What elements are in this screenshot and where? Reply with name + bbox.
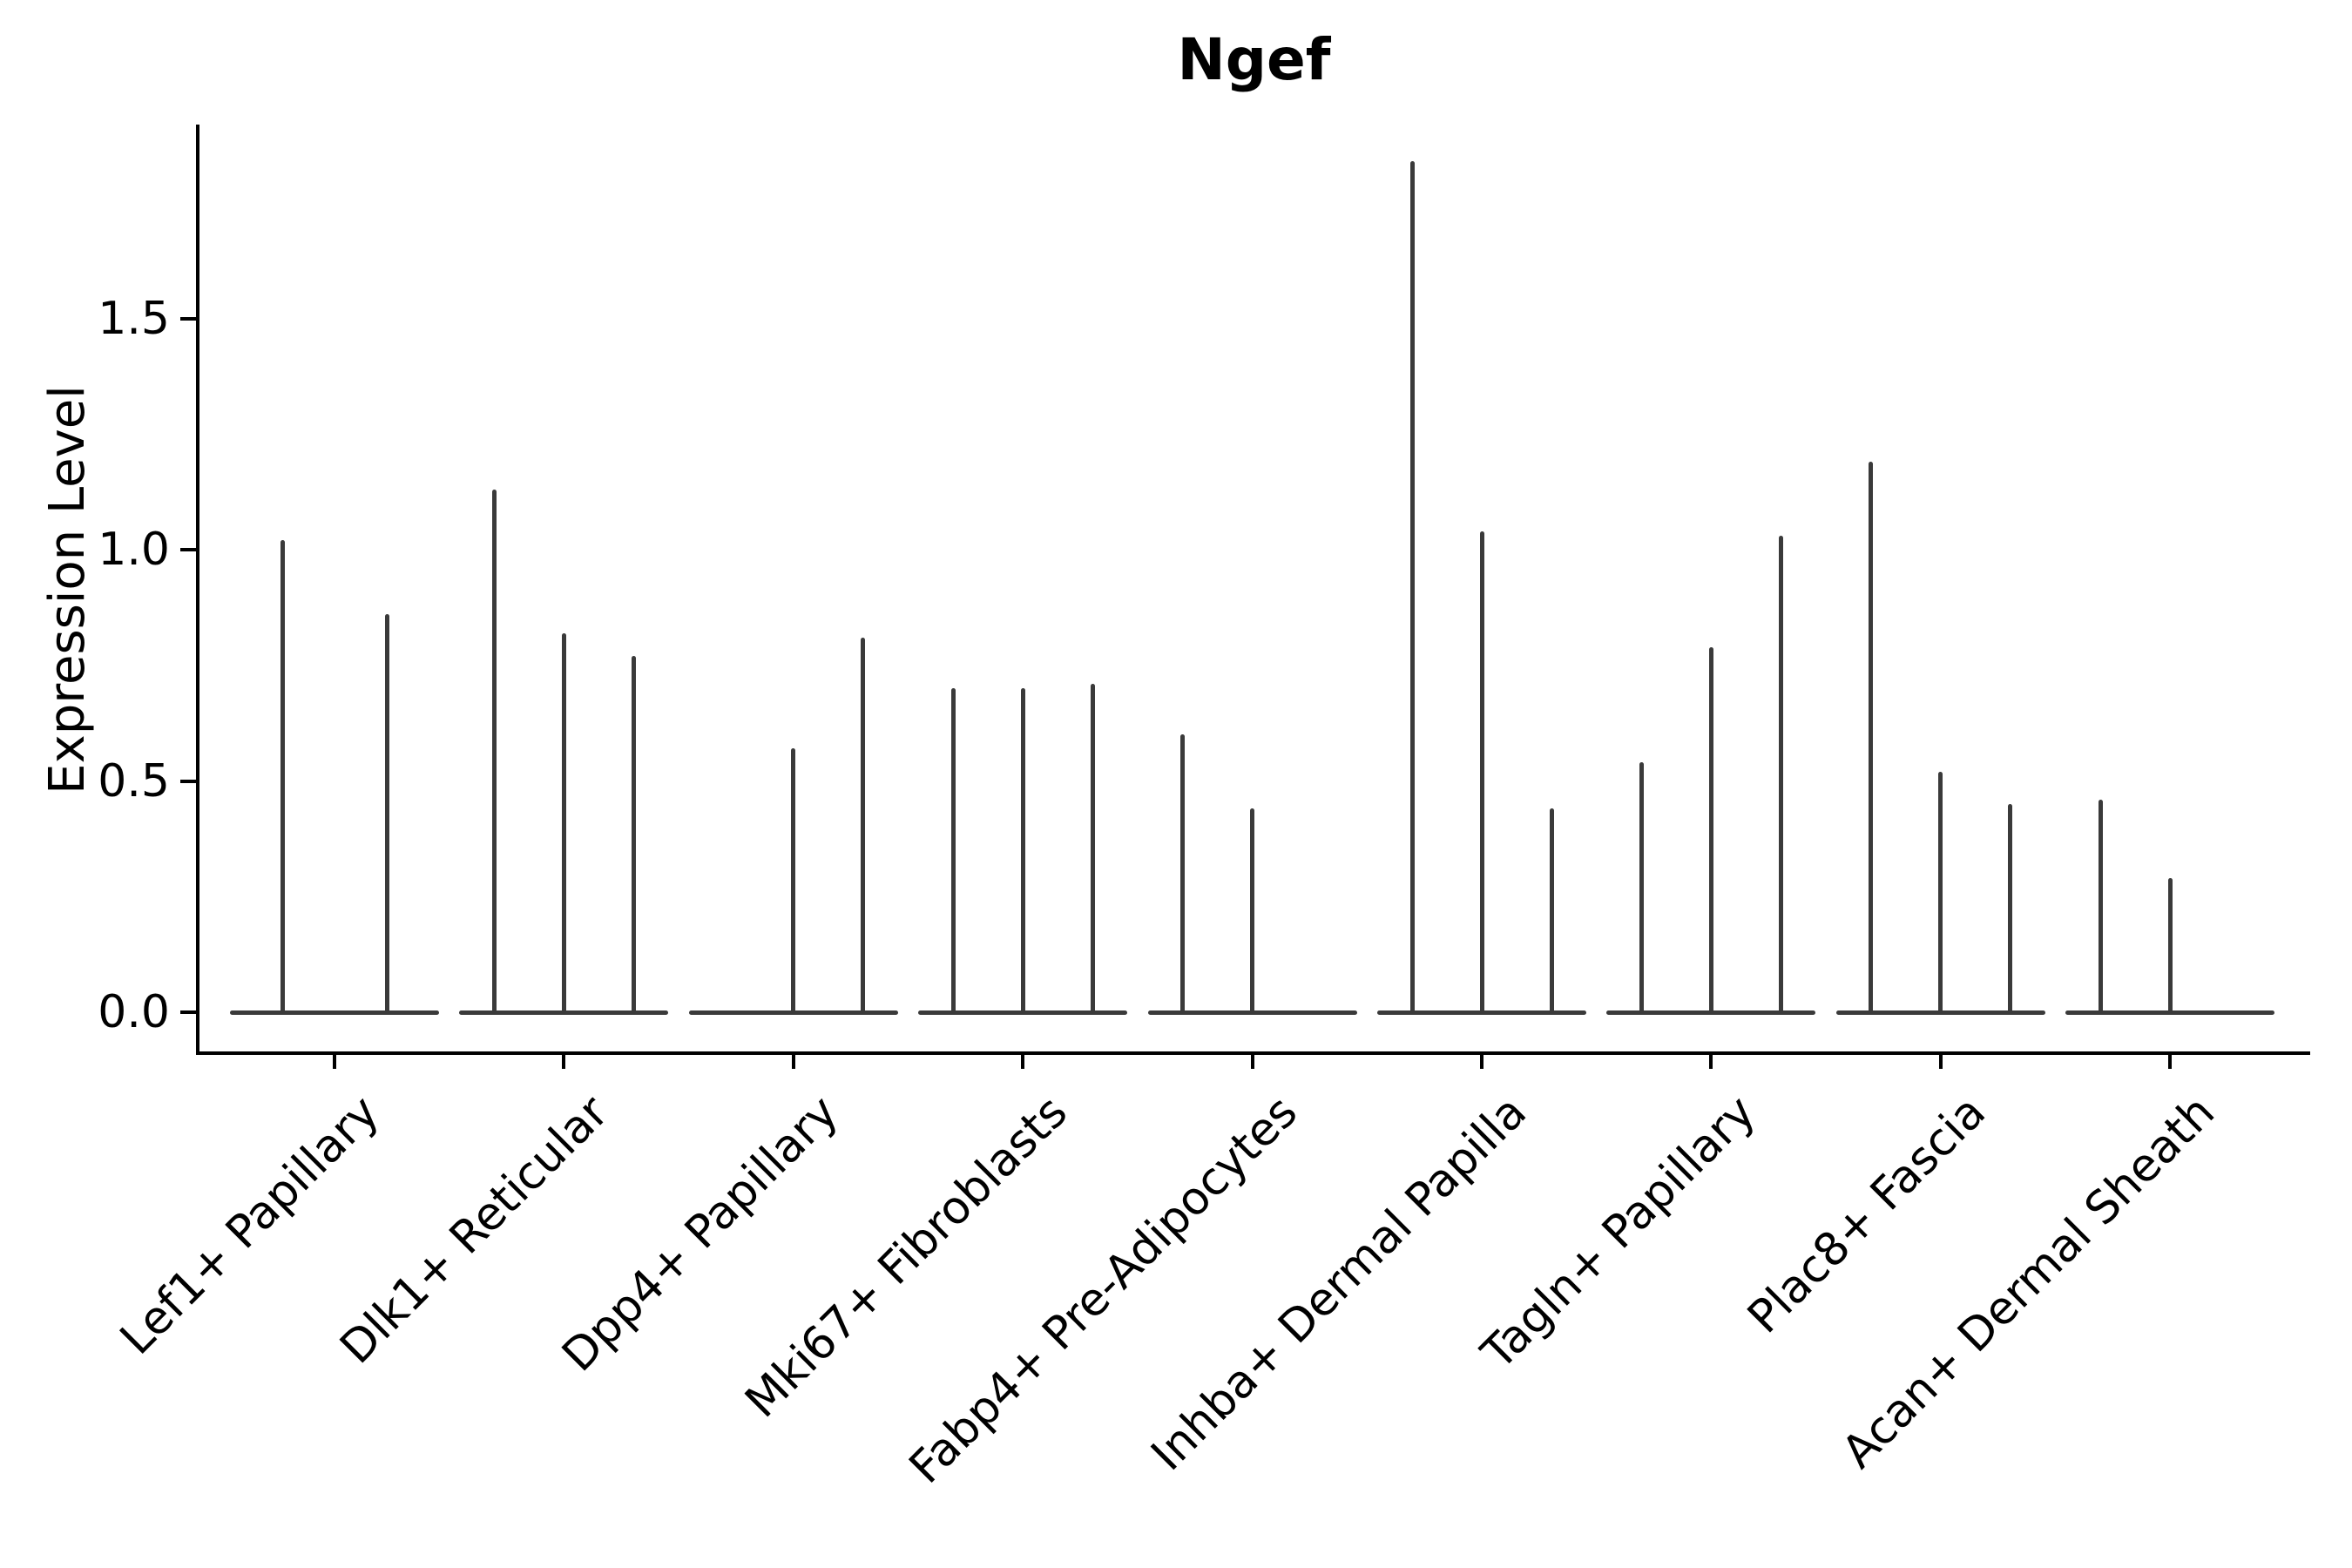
y-tick <box>180 779 196 783</box>
violin-spike <box>1869 462 1874 1012</box>
x-tick <box>1250 1055 1254 1069</box>
x-tick-label: Inhba+ Dermal Papilla <box>1141 1085 1538 1482</box>
violin-spike <box>1090 683 1095 1012</box>
violin-spike <box>2098 799 2103 1012</box>
violin-spike <box>1549 808 1554 1012</box>
violin-spike <box>280 540 285 1012</box>
y-tick-label: 1.5 <box>98 292 170 345</box>
x-tick <box>1709 1055 1713 1069</box>
violin-baseline <box>1835 1010 2045 1015</box>
violin-baseline <box>459 1010 669 1015</box>
x-tick-label: Tagln+ Papillary <box>1472 1085 1767 1380</box>
x-tick <box>1021 1055 1025 1069</box>
y-tick-label: 0.0 <box>98 986 170 1038</box>
violin-baseline <box>1377 1010 1586 1015</box>
y-tick <box>180 1010 196 1014</box>
violin-baseline <box>688 1010 898 1015</box>
x-tick <box>1938 1055 1943 1069</box>
x-tick-label: Mki67+ Fibroblasts <box>735 1085 1078 1429</box>
x-tick-label: Dpp4+ Papillary <box>552 1085 848 1382</box>
violin-spike <box>1409 160 1415 1012</box>
violin-spike <box>950 688 956 1012</box>
violin-baseline <box>2065 1010 2275 1015</box>
violin-spike <box>1020 688 1025 1012</box>
y-tick <box>180 548 196 551</box>
x-tick-label: Dlk1+ Reticular <box>330 1085 619 1375</box>
y-tick-label: 0.5 <box>98 754 170 808</box>
x-tick-label: Plac8+ Fascia <box>1737 1085 1996 1344</box>
violin-spike <box>1180 734 1186 1012</box>
y-axis-spine <box>196 125 199 1055</box>
violin-spike <box>491 489 497 1012</box>
violin-spike <box>1708 646 1713 1012</box>
x-tick <box>562 1055 566 1069</box>
chart-title: Ngef <box>1177 26 1331 93</box>
violin-spike <box>791 748 796 1012</box>
violin-spike <box>2008 804 2013 1012</box>
violin-baseline <box>1606 1010 1816 1015</box>
violin-baseline <box>1147 1010 1357 1015</box>
violin-spike <box>1778 536 1783 1012</box>
y-tick <box>180 316 196 321</box>
x-tick <box>791 1055 795 1069</box>
x-tick <box>1480 1055 1484 1069</box>
violin-spike <box>631 656 636 1012</box>
x-axis-spine <box>196 1051 2310 1055</box>
x-tick <box>333 1055 336 1069</box>
violin-baseline <box>918 1010 1128 1015</box>
violin-spike <box>2167 878 2173 1012</box>
violin-spike <box>1250 808 1255 1012</box>
violin-spike <box>384 614 389 1012</box>
violin-spike <box>1938 771 1943 1012</box>
violin-spike <box>1479 531 1484 1012</box>
violin-baseline <box>230 1010 439 1015</box>
violin-spike <box>861 637 866 1012</box>
violin-spike <box>1639 762 1644 1012</box>
x-tick-label: Fabp4+ Pre-Adipocytes <box>899 1085 1308 1494</box>
violin-spike <box>561 632 566 1012</box>
y-tick-label: 1.0 <box>98 524 170 576</box>
x-tick-label: Acan+ Dermal Sheath <box>1832 1085 2226 1479</box>
x-tick <box>2168 1055 2173 1069</box>
